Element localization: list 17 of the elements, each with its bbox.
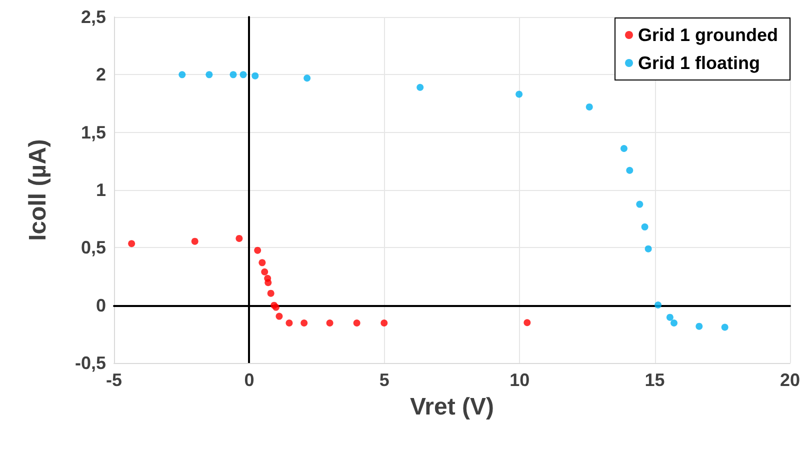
- x-tick-label: 10: [510, 370, 530, 390]
- legend-label: Grid 1 grounded: [638, 25, 778, 45]
- legend-label: Grid 1 floating: [638, 53, 760, 73]
- y-tick-label: 1: [96, 180, 106, 200]
- x-tick-label: 0: [244, 370, 254, 390]
- y-tick-label: 2,5: [80, 7, 106, 27]
- x-axis-title: Vret (V): [410, 394, 494, 420]
- y-tick-label: -0,5: [74, 353, 106, 373]
- x-tick-label: -5: [106, 370, 122, 390]
- x-tick-label: 5: [379, 370, 390, 390]
- y-tick-label: 2: [96, 64, 106, 85]
- y-axis-title: Icoll (µA): [24, 139, 52, 241]
- y-tick-label: 0,5: [80, 238, 106, 258]
- x-tick-label: 20: [780, 370, 800, 390]
- x-tick-label: 15: [644, 370, 665, 390]
- y-tick-label: 1,5: [80, 122, 106, 142]
- y-tick-label: 0: [96, 295, 106, 316]
